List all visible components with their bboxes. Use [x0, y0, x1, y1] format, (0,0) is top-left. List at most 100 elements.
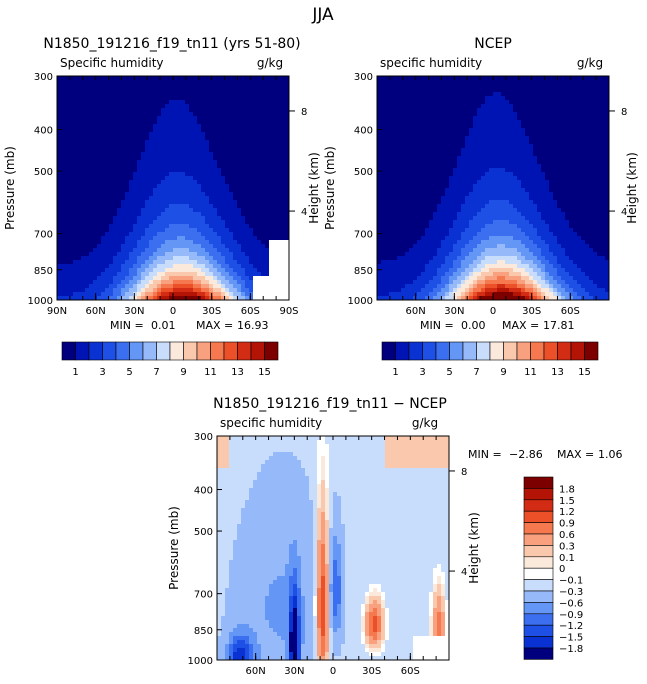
- contour-cell: [605, 156, 609, 161]
- contour-cell: [281, 76, 286, 81]
- contour-cell: [477, 168, 482, 173]
- contour-cell: [277, 84, 282, 89]
- panel-model-contours: [57, 76, 289, 300]
- contour-cell: [129, 264, 134, 269]
- contour-cell: [453, 112, 458, 117]
- contour-cell: [153, 200, 158, 205]
- contour-cell: [501, 104, 506, 109]
- contour-cell: [117, 292, 122, 297]
- contour-cell: [177, 292, 182, 297]
- contour-cell: [209, 88, 214, 93]
- contour-cell: [477, 92, 482, 97]
- contour-cell: [281, 160, 286, 165]
- contour-cell: [101, 272, 106, 277]
- contour-cell: [73, 288, 78, 293]
- contour-cell: [593, 112, 598, 117]
- contour-cell: [189, 192, 194, 197]
- contour-cell: [273, 168, 278, 173]
- contour-cell: [433, 84, 438, 89]
- contour-cell: [145, 228, 150, 233]
- contour-cell: [241, 216, 246, 221]
- contour-cell: [129, 256, 134, 261]
- contour-cell: [149, 172, 154, 177]
- contour-cell: [125, 132, 130, 137]
- contour-cell: [213, 132, 218, 137]
- contour-cell: [225, 144, 230, 149]
- contour-cell: [193, 264, 198, 269]
- contour-cell: [113, 188, 118, 193]
- contour-cell: [485, 76, 490, 81]
- contour-cell: [525, 168, 530, 173]
- contour-cell: [237, 84, 242, 89]
- contour-cell: [257, 280, 262, 285]
- contour-cell: [137, 260, 142, 265]
- contour-cell: [589, 148, 594, 153]
- contour-cell: [377, 180, 382, 185]
- contour-cell: [109, 276, 114, 281]
- contour-cell: [137, 96, 142, 101]
- contour-cell: [169, 172, 174, 177]
- panel-ncep: NCEP specific humidity g/kg Pressure (mb…: [323, 36, 639, 332]
- contour-cell: [229, 292, 234, 297]
- contour-cell: [281, 128, 286, 133]
- contour-cell: [417, 188, 422, 193]
- contour-cell: [201, 284, 206, 289]
- contour-cell: [245, 112, 250, 117]
- contour-cell: [265, 80, 270, 85]
- contour-cell: [193, 276, 198, 281]
- contour-cell: [469, 188, 474, 193]
- contour-cell: [125, 144, 130, 149]
- contour-cell: [533, 80, 538, 85]
- contour-cell: [161, 224, 166, 229]
- contour-cell: [89, 96, 94, 101]
- contour-cell: [461, 164, 466, 169]
- contour-cell: [241, 132, 246, 137]
- contour-cell: [549, 176, 554, 181]
- contour-cell: [217, 184, 222, 189]
- contour-cell: [497, 80, 502, 85]
- contour-cell: [477, 188, 482, 193]
- contour-cell: [201, 148, 206, 153]
- contour-cell: [101, 152, 106, 157]
- contour-cell: [457, 120, 462, 125]
- contour-cell: [81, 236, 86, 241]
- contour-cell: [261, 292, 266, 297]
- contour-cell: [393, 128, 398, 133]
- contour-cell: [205, 124, 210, 129]
- contour-cell: [457, 188, 462, 193]
- contour-cell: [81, 140, 86, 145]
- contour-cell: [265, 296, 270, 300]
- contour-cell: [253, 256, 258, 261]
- contour-cell: [505, 172, 510, 177]
- contour-cell: [237, 88, 242, 93]
- contour-cell: [397, 152, 402, 157]
- contour-cell: [217, 208, 222, 213]
- contour-cell: [585, 96, 590, 101]
- contour-cell: [261, 252, 266, 257]
- contour-cell: [525, 176, 530, 181]
- contour-cell: [217, 232, 222, 237]
- contour-cell: [177, 140, 182, 145]
- contour-cell: [501, 96, 506, 101]
- contour-cell: [165, 152, 170, 157]
- contour-cell: [129, 156, 134, 161]
- contour-cell: [221, 192, 226, 197]
- contour-cell: [125, 160, 130, 165]
- contour-cell: [265, 260, 270, 265]
- contour-cell: [125, 240, 130, 245]
- contour-cell: [185, 256, 190, 261]
- contour-cell: [273, 148, 278, 153]
- contour-cell: [493, 132, 498, 137]
- contour-cell: [497, 120, 502, 125]
- contour-cell: [185, 140, 190, 145]
- contour-cell: [225, 260, 230, 265]
- contour-cell: [261, 96, 266, 101]
- contour-cell: [457, 160, 462, 165]
- contour-cell: [61, 88, 66, 93]
- contour-cell: [129, 272, 134, 277]
- contour-cell: [505, 84, 510, 89]
- contour-cell: [189, 168, 194, 173]
- contour-cell: [445, 168, 450, 173]
- contour-cell: [253, 204, 258, 209]
- contour-cell: [265, 148, 270, 153]
